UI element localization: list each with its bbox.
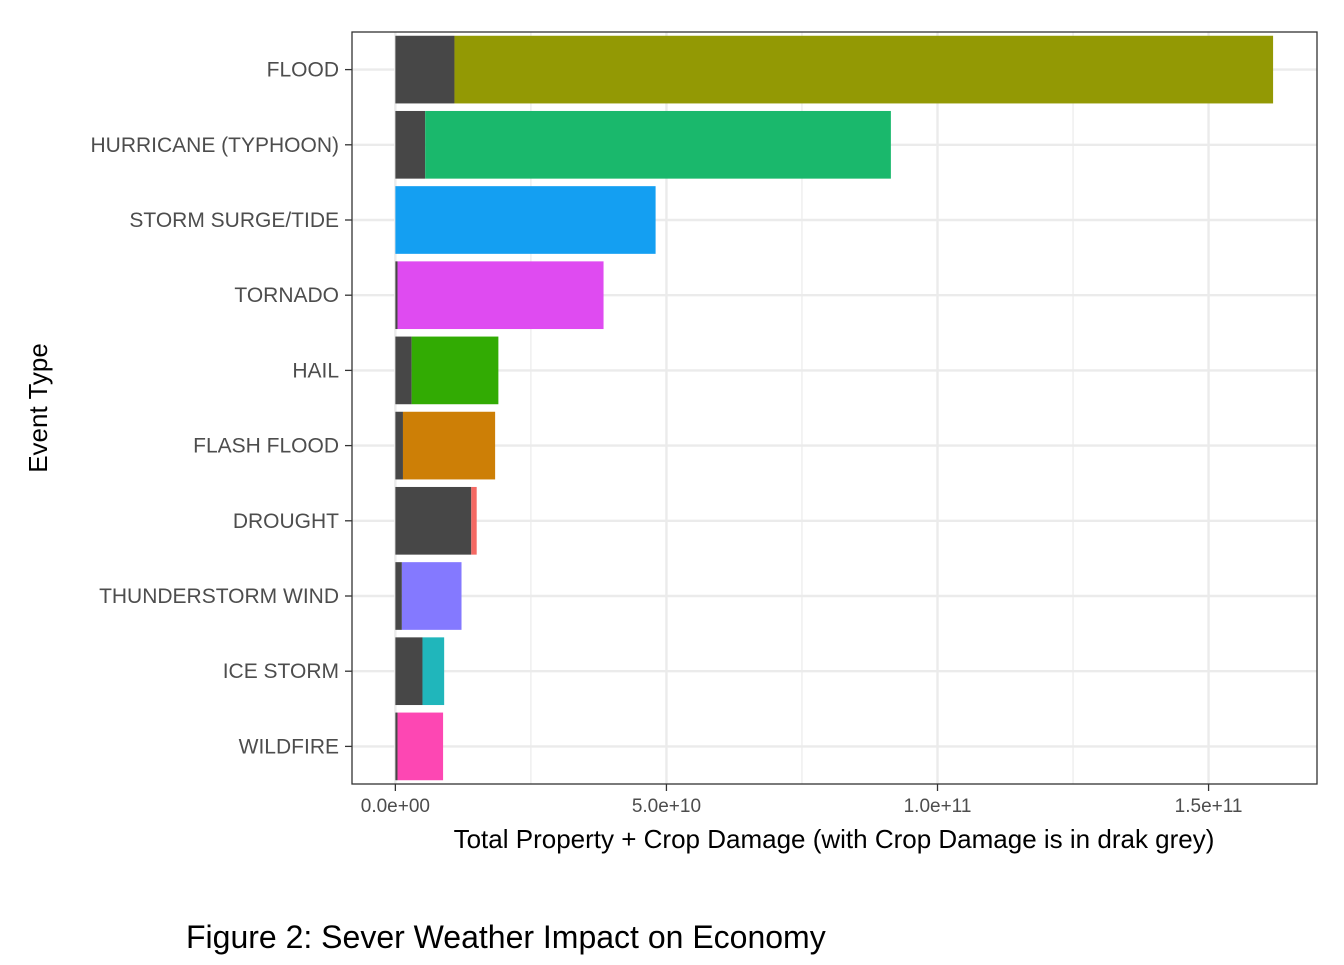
bar-property-damage [425, 110, 891, 179]
x-tick-label: 1.0e+11 [904, 796, 972, 817]
y-tick-label: ICE STORM [223, 660, 339, 683]
bar-crop-damage [395, 562, 402, 630]
bar-crop-damage [395, 110, 426, 179]
y-tick-label: FLASH FLOOD [193, 435, 339, 458]
bar-crop-damage [395, 261, 398, 330]
bar-property-damage [422, 637, 445, 706]
bar-property-damage [397, 261, 604, 330]
y-tick-label: DROUGHT [233, 510, 339, 533]
y-tick-label: THUNDERSTORM WIND [99, 585, 339, 608]
x-axis-title: Total Property + Crop Damage (with Crop … [454, 824, 1215, 854]
bar-crop-damage [395, 336, 412, 405]
bar-crop-damage [395, 411, 403, 480]
y-tick-label: HURRICANE (TYPHOON) [90, 134, 339, 157]
bar-property-damage [402, 411, 496, 480]
y-tick-label: WILDFIRE [239, 735, 339, 758]
bar-property-damage [454, 35, 1274, 104]
bar-property-damage [411, 336, 499, 405]
y-axis-title: Event Type [23, 343, 53, 473]
figure-caption: Figure 2: Sever Weather Impact on Econom… [186, 919, 826, 955]
bar-property-damage [401, 562, 462, 630]
y-tick-label: FLOOD [267, 59, 339, 82]
y-tick-label: STORM SURGE/TIDE [129, 209, 339, 232]
bar-crop-damage [395, 637, 423, 706]
bar-property-damage [471, 486, 477, 555]
x-tick-label: 5.0e+10 [632, 796, 701, 817]
bar-crop-damage [395, 486, 472, 555]
y-tick-label: HAIL [292, 359, 339, 382]
bar-crop-damage [395, 712, 398, 781]
x-tick-label: 0.0e+00 [361, 796, 430, 817]
plot-panel-border [351, 31, 1318, 785]
x-tick-label: 1.5e+11 [1175, 796, 1243, 817]
bar-property-damage [395, 186, 656, 254]
bar-crop-damage [395, 35, 455, 104]
bar-property-damage [397, 712, 444, 781]
y-tick-label: TORNADO [234, 284, 339, 307]
